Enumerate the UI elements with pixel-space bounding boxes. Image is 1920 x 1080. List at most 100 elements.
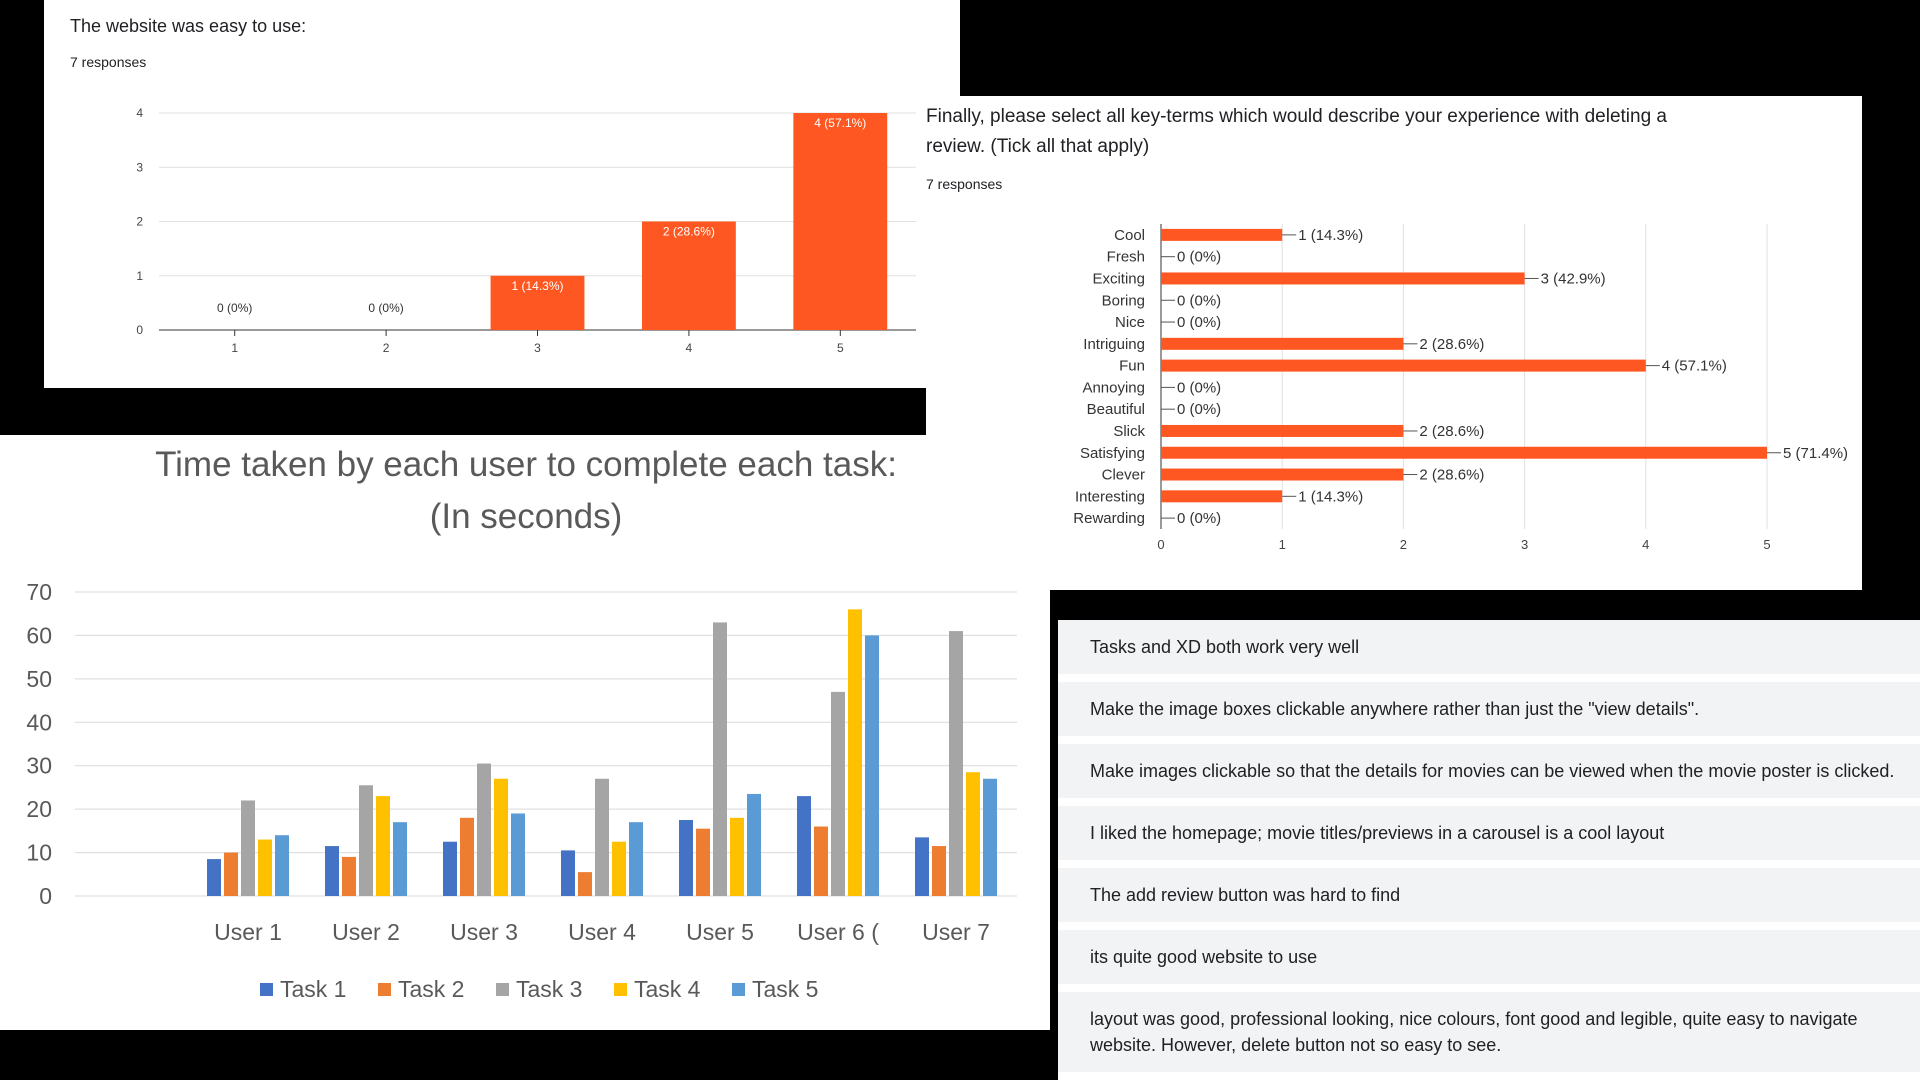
legend-label: Task 4 — [634, 976, 701, 1002]
bar-task-2 — [224, 853, 238, 896]
feedback-item: Make images clickable so that the detail… — [1058, 744, 1920, 798]
x-tick-label: 5 — [837, 341, 844, 355]
feedback-item: The add review button was hard to find — [1058, 868, 1920, 922]
time-chart-title-line1: Time taken by each user to complete each… — [155, 445, 897, 484]
bar-task-1 — [679, 820, 693, 896]
bar — [793, 113, 887, 330]
data-label: 1 (14.3%) — [1298, 227, 1363, 244]
y-tick-label: 4 — [136, 106, 143, 120]
bar — [1161, 360, 1646, 372]
y-tick-label: Exciting — [1092, 270, 1145, 287]
feedback-item: Tasks and XD both work very well — [1058, 620, 1920, 674]
bar-task-5 — [511, 813, 525, 896]
feedback-item: layout was good, professional looking, n… — [1058, 992, 1920, 1072]
bar-task-2 — [932, 846, 946, 896]
bar-task-1 — [207, 859, 221, 896]
bar-task-4 — [376, 796, 390, 896]
legend-swatch — [614, 983, 627, 996]
y-tick-label: Rewarding — [1073, 510, 1145, 527]
data-label: 0 (0%) — [217, 301, 252, 315]
bar-task-3 — [241, 800, 255, 896]
x-tick-label: 2 — [1400, 537, 1407, 552]
y-tick-label: Fresh — [1107, 249, 1145, 266]
legend-label: Task 3 — [516, 976, 582, 1002]
data-label: 4 (57.1%) — [814, 116, 866, 130]
data-label: 0 (0%) — [1177, 292, 1221, 309]
bar-task-4 — [848, 609, 862, 896]
y-tick-label: 60 — [26, 622, 52, 648]
easy-to-use-panel: The website was easy to use: 7 responses… — [44, 0, 960, 388]
x-tick-label: User 3 — [450, 919, 518, 945]
bar — [1161, 425, 1403, 437]
x-tick-label: User 1 — [214, 919, 282, 945]
y-tick-label: 1 — [136, 269, 143, 283]
data-label: 3 (42.9%) — [1541, 270, 1606, 287]
feedback-panel: Tasks and XD both work very well Make th… — [1058, 620, 1920, 1080]
x-tick-label: User 2 — [332, 919, 400, 945]
y-tick-label: 50 — [26, 666, 52, 692]
data-label: 4 (57.1%) — [1662, 358, 1727, 375]
data-label: 5 (71.4%) — [1783, 445, 1848, 462]
bar-task-4 — [730, 818, 744, 896]
bar-task-4 — [966, 772, 980, 896]
bar-task-5 — [393, 822, 407, 896]
bar-task-1 — [443, 842, 457, 896]
bar — [1161, 338, 1403, 350]
data-label: 2 (28.6%) — [1419, 336, 1484, 353]
bar-task-5 — [747, 794, 761, 896]
bar-task-4 — [612, 842, 626, 896]
x-tick-label: 1 — [231, 341, 238, 355]
bar-task-3 — [595, 779, 609, 896]
data-label: 1 (14.3%) — [511, 279, 563, 293]
legend-label: Task 1 — [280, 976, 346, 1002]
data-label: 2 (28.6%) — [663, 225, 715, 239]
key-terms-panel: Finally, please select all key-terms whi… — [926, 96, 1862, 590]
y-tick-label: 0 — [39, 883, 52, 909]
x-tick-label: 5 — [1763, 537, 1770, 552]
bar-task-5 — [983, 779, 997, 896]
x-tick-label: 2 — [383, 341, 390, 355]
y-tick-label: Fun — [1119, 358, 1145, 375]
y-tick-label: Clever — [1102, 467, 1145, 484]
y-tick-label: Beautiful — [1087, 401, 1145, 418]
bar-task-5 — [629, 822, 643, 896]
y-tick-label: Slick — [1113, 423, 1145, 440]
x-tick-label: User 6 ( — [797, 919, 879, 945]
feedback-item: Make the image boxes clickable anywhere … — [1058, 682, 1920, 736]
y-tick-label: 2 — [136, 215, 143, 229]
bar — [1161, 490, 1282, 502]
legend-swatch — [378, 983, 391, 996]
bar-task-2 — [578, 872, 592, 896]
bar-task-2 — [696, 829, 710, 896]
bar-task-2 — [814, 827, 828, 896]
data-label: 2 (28.6%) — [1419, 423, 1484, 440]
feedback-item: its quite good website to use — [1058, 930, 1920, 984]
y-tick-label: 0 — [136, 323, 143, 337]
x-tick-label: User 7 — [922, 919, 990, 945]
bar-task-4 — [494, 779, 508, 896]
bar-task-2 — [342, 857, 356, 896]
time-taken-column-chart: Time taken by each user to complete each… — [0, 435, 1050, 1030]
data-label: 0 (0%) — [368, 301, 403, 315]
x-tick-label: 3 — [534, 341, 541, 355]
y-tick-label: Satisfying — [1080, 445, 1145, 462]
y-tick-label: 10 — [26, 840, 52, 866]
data-label: 0 (0%) — [1177, 510, 1221, 527]
bar-task-3 — [359, 785, 373, 896]
x-tick-label: User 5 — [686, 919, 754, 945]
bar — [1161, 272, 1525, 284]
bar-task-1 — [797, 796, 811, 896]
bar-task-4 — [258, 840, 272, 896]
y-tick-label: 40 — [26, 709, 52, 735]
y-tick-label: Cool — [1114, 227, 1145, 244]
feedback-list: Tasks and XD both work very well Make th… — [1058, 620, 1920, 1080]
legend-swatch — [260, 983, 273, 996]
x-tick-label: 0 — [1157, 537, 1164, 552]
x-tick-label: 4 — [1642, 537, 1649, 552]
data-label: 0 (0%) — [1177, 379, 1221, 396]
data-label: 0 (0%) — [1177, 314, 1221, 331]
bar-task-2 — [460, 818, 474, 896]
y-tick-label: 30 — [26, 753, 52, 779]
bar-task-3 — [831, 692, 845, 896]
x-tick-label: 4 — [686, 341, 693, 355]
